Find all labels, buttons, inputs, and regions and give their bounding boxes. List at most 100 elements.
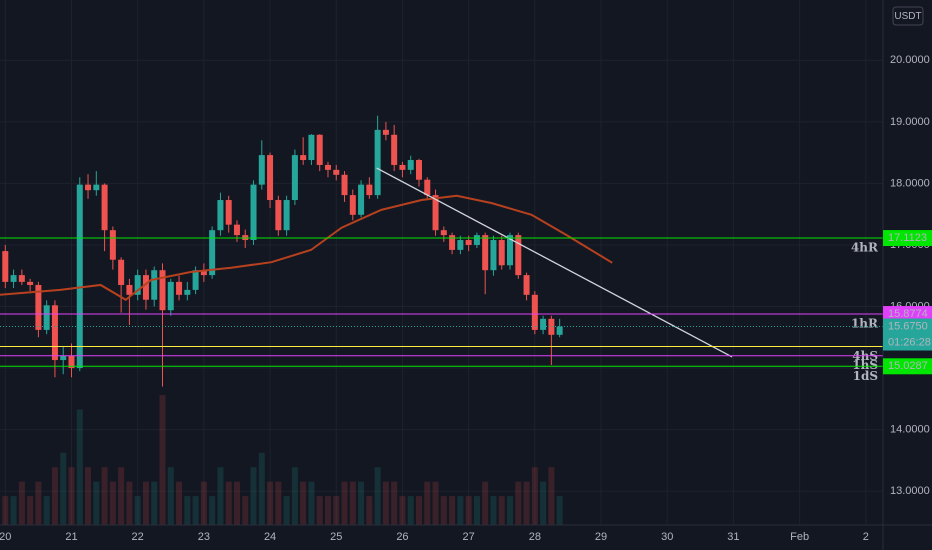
candle-body: [407, 160, 414, 170]
candle-body: [159, 270, 166, 311]
volume-bar: [548, 467, 555, 525]
candle-body: [316, 134, 323, 165]
candle-body: [184, 289, 191, 295]
volume-bar: [233, 481, 240, 525]
candle-body: [167, 281, 174, 311]
level-name: 1hS: [852, 358, 878, 372]
candle-body: [151, 270, 158, 300]
volume-bar: [250, 467, 257, 525]
level-price: 17.1123: [888, 232, 927, 244]
volume-bar: [531, 467, 538, 525]
candle-body: [548, 318, 555, 335]
volume-bar: [167, 467, 174, 525]
candle-body: [76, 184, 83, 369]
y-tick-label: 19.0000: [890, 116, 930, 128]
x-tick-label: Feb: [790, 531, 809, 543]
volume-bar: [316, 496, 323, 525]
volume-bar: [341, 481, 348, 525]
candle-body: [515, 235, 522, 276]
candle-body: [399, 164, 406, 170]
x-tick-label: 25: [330, 531, 342, 543]
volume-bar: [349, 481, 356, 525]
candle-body: [382, 129, 389, 135]
candle-body: [2, 251, 9, 282]
candle-body: [341, 174, 348, 196]
volume-bar: [192, 496, 199, 525]
candle-body: [531, 294, 538, 330]
volume-bar: [68, 467, 75, 525]
x-tick-label: 28: [529, 531, 541, 543]
moving-average: [0, 194, 613, 301]
candle-body: [10, 275, 17, 282]
candle-body: [498, 240, 505, 266]
level-name: 1dS: [853, 369, 878, 383]
volume-bar: [391, 481, 398, 525]
candle-body: [374, 129, 381, 196]
candle-body: [324, 164, 331, 170]
candle-body: [250, 184, 257, 241]
volume-bar: [85, 467, 92, 525]
candle-body: [267, 155, 274, 201]
volume-bar: [333, 496, 340, 525]
price-countdown: 01:26:28: [888, 336, 931, 348]
level-price: 15.8774: [888, 308, 928, 320]
volume-bar: [300, 481, 307, 525]
volume-bar: [142, 481, 149, 525]
volume-bar: [159, 395, 166, 525]
candle-body: [68, 355, 75, 369]
candle-body: [258, 155, 265, 185]
level-price-box: [883, 230, 932, 247]
volume-bar: [415, 496, 422, 525]
volume-bar: [465, 496, 472, 525]
candle-body: [465, 240, 472, 245]
y-tick-label: 13.0000: [890, 485, 930, 497]
volume-bar: [473, 496, 480, 525]
volume-bar: [498, 496, 505, 525]
volume-bar: [515, 481, 522, 525]
volume-bar: [407, 496, 414, 525]
volume-bar: [209, 496, 216, 525]
currency-box[interactable]: [892, 6, 924, 26]
volume-bar: [366, 496, 373, 525]
candle-body: [60, 355, 67, 361]
candle-body: [176, 281, 183, 295]
volume-bar: [134, 496, 141, 525]
volume-bar: [225, 481, 232, 525]
candle-body: [200, 270, 207, 276]
candle-body: [18, 275, 25, 282]
volume-bar: [324, 496, 331, 525]
volume-bar: [449, 496, 456, 525]
y-tick-label: 20.0000: [890, 54, 930, 66]
volume-bar: [291, 467, 298, 525]
volume-bar: [308, 481, 315, 525]
candle-body: [358, 184, 365, 215]
axes: 13.000014.000015.000016.000017.000018.00…: [0, 54, 932, 543]
volume-bar: [440, 496, 447, 525]
volume-bar: [101, 467, 108, 525]
volume-bar: [424, 481, 431, 525]
volume-bar: [217, 467, 224, 525]
candle-body: [540, 318, 547, 330]
volume-bar: [374, 467, 381, 525]
volume-bar: [43, 496, 50, 525]
candle-body: [415, 160, 422, 180]
volume-bar: [27, 496, 34, 525]
volume-bar: [184, 496, 191, 525]
level-price-box: [883, 358, 932, 375]
volume-bar: [242, 496, 249, 525]
candle-body: [366, 184, 373, 196]
level-name: 4hR: [851, 241, 879, 255]
volume-bar: [399, 496, 406, 525]
candle-body: [482, 235, 489, 271]
volume-bar: [93, 481, 100, 525]
volume-bar: [10, 496, 17, 525]
x-tick-label: 20: [0, 531, 11, 543]
y-tick-label: 18.0000: [890, 177, 930, 189]
candle-body: [101, 184, 108, 231]
candle-body: [109, 230, 116, 260]
candle-body: [275, 200, 282, 231]
candle-body: [51, 305, 58, 361]
volume-bar: [556, 496, 563, 525]
x-tick-label: 29: [595, 531, 607, 543]
